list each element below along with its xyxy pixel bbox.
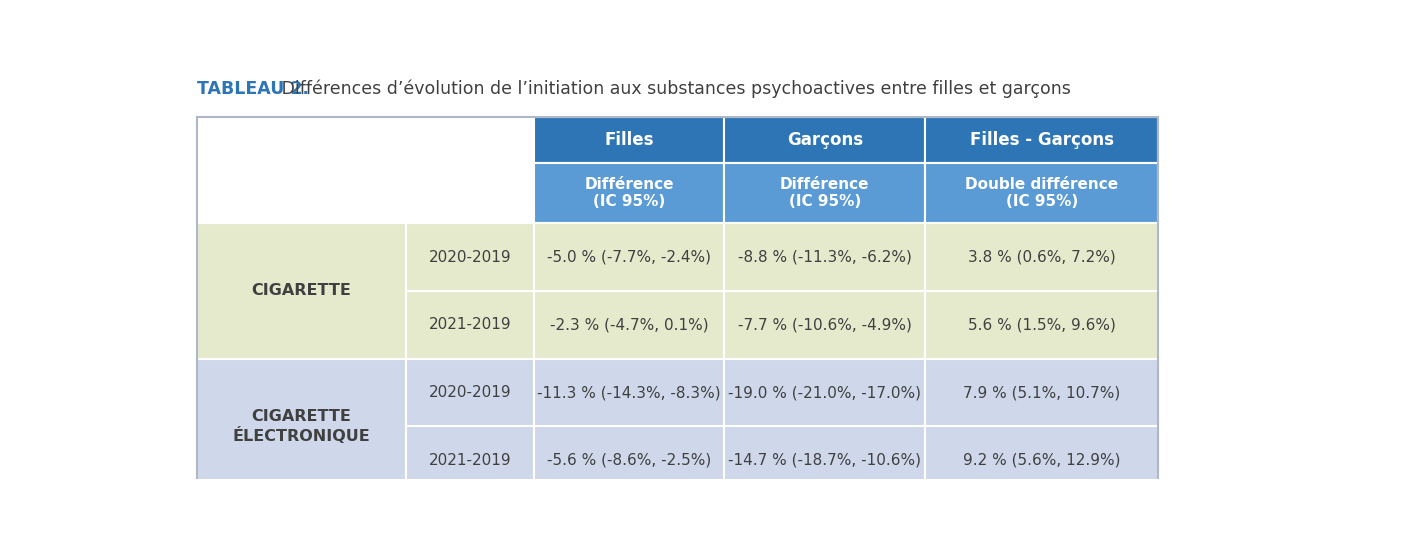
Bar (723, 427, 925, 494)
Text: 9.2 % (5.6%, 12.9%): 9.2 % (5.6%, 12.9%) (963, 453, 1120, 468)
Bar (723, 117, 925, 163)
Text: -7.7 % (-10.6%, -4.9%): -7.7 % (-10.6%, -4.9%) (737, 317, 911, 332)
Bar (723, 163, 925, 223)
Text: Différence
(IC 95%): Différence (IC 95%) (780, 177, 869, 209)
Text: Double différence
(IC 95%): Double différence (IC 95%) (965, 177, 1119, 209)
Text: -14.7 % (-18.7%, -10.6%): -14.7 % (-18.7%, -10.6%) (728, 453, 921, 468)
Text: Filles: Filles (604, 131, 653, 149)
Bar (196, 117, 1158, 494)
Text: TABLEAU 2.: TABLEAU 2. (196, 80, 308, 98)
Text: 7.9 % (5.1%, 10.7%): 7.9 % (5.1%, 10.7%) (963, 385, 1120, 400)
Text: 5.6 % (1.5%, 9.6%): 5.6 % (1.5%, 9.6%) (967, 317, 1116, 332)
Text: Différence
(IC 95%): Différence (IC 95%) (585, 177, 674, 209)
Text: CIGARETTE: CIGARETTE (251, 284, 352, 299)
Bar (723, 291, 925, 359)
Text: -11.3 % (-14.3%, -8.3%): -11.3 % (-14.3%, -8.3%) (537, 385, 721, 400)
Bar (925, 291, 1158, 359)
Text: 2020-2019: 2020-2019 (429, 250, 512, 265)
Bar (925, 163, 1158, 223)
Bar (534, 291, 723, 359)
Text: 2021-2019: 2021-2019 (429, 317, 512, 332)
Bar (534, 117, 723, 163)
Bar (723, 359, 925, 427)
Bar (407, 359, 534, 427)
Bar (925, 117, 1158, 163)
Text: -5.0 % (-7.7%, -2.4%): -5.0 % (-7.7%, -2.4%) (547, 250, 711, 265)
Text: 2020-2019: 2020-2019 (429, 385, 512, 400)
Bar (925, 223, 1158, 291)
Bar (925, 427, 1158, 494)
Text: Filles - Garçons: Filles - Garçons (970, 131, 1113, 149)
Bar (534, 163, 723, 223)
Text: -8.8 % (-11.3%, -6.2%): -8.8 % (-11.3%, -6.2%) (737, 250, 911, 265)
Text: -2.3 % (-4.7%, 0.1%): -2.3 % (-4.7%, 0.1%) (550, 317, 708, 332)
Bar (723, 223, 925, 291)
Text: -5.6 % (-8.6%, -2.5%): -5.6 % (-8.6%, -2.5%) (547, 453, 711, 468)
Bar (534, 223, 723, 291)
Text: Différences d’évolution de l’initiation aux substances psychoactives entre fille: Différences d’évolution de l’initiation … (276, 80, 1071, 98)
Text: Garçons: Garçons (787, 131, 862, 149)
Bar (407, 291, 534, 359)
Bar (407, 223, 534, 291)
Bar (196, 223, 407, 359)
Text: 3.8 % (0.6%, 7.2%): 3.8 % (0.6%, 7.2%) (967, 250, 1116, 265)
Text: 2021-2019: 2021-2019 (429, 453, 512, 468)
Bar (407, 427, 534, 494)
Text: -19.0 % (-21.0%, -17.0%): -19.0 % (-21.0%, -17.0%) (728, 385, 921, 400)
Bar (196, 359, 407, 494)
Bar (534, 427, 723, 494)
Bar (925, 359, 1158, 427)
Bar (534, 359, 723, 427)
Text: CIGARETTE
ÉLECTRONIQUE: CIGARETTE ÉLECTRONIQUE (233, 409, 370, 444)
